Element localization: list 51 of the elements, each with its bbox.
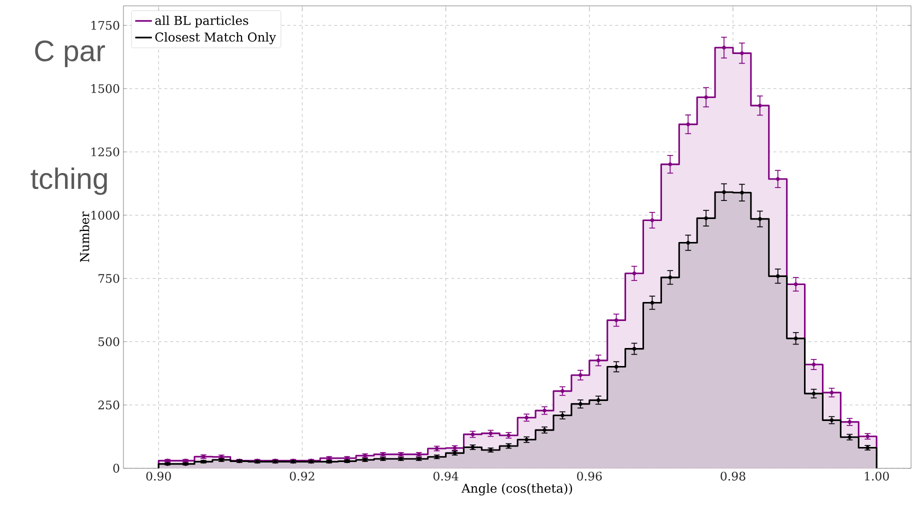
point (776, 177, 780, 181)
point (830, 390, 834, 395)
point (812, 362, 816, 366)
point (650, 218, 654, 222)
point (722, 46, 726, 50)
point (686, 240, 690, 245)
point (758, 216, 762, 221)
point (632, 271, 636, 276)
x-tick-label: 0.90 (146, 472, 171, 481)
y-tick-label: 750 (98, 274, 120, 283)
point (578, 373, 582, 378)
y-tick-label: 1500 (92, 84, 120, 94)
y-tick-label: 1250 (92, 147, 120, 156)
y-tick-label: 0 (113, 464, 120, 473)
point (614, 364, 618, 369)
point (614, 318, 618, 322)
y-tick-label: 500 (98, 337, 120, 346)
x-tick-label: 0.96 (577, 472, 602, 481)
legend-label: all BL particles (155, 16, 248, 28)
point (740, 190, 744, 195)
point (812, 392, 816, 396)
point (578, 402, 582, 406)
point (704, 95, 708, 100)
point (686, 122, 690, 126)
point (758, 104, 762, 108)
x-axis-title: Angle (cos(theta)) (461, 483, 572, 496)
point (668, 275, 672, 280)
point (704, 216, 708, 220)
text: tching (30, 168, 107, 195)
point (596, 358, 600, 362)
y-tick-label: 250 (98, 400, 120, 410)
point (542, 408, 546, 412)
x-tick-label: 0.94 (434, 472, 458, 481)
point (794, 282, 798, 286)
point (596, 398, 600, 402)
x-tick-label: 0.92 (290, 472, 314, 481)
x-tick-label: 0.98 (720, 472, 746, 481)
text: C par (35, 40, 105, 68)
point (776, 274, 780, 278)
point (722, 190, 726, 194)
x-tick-label: 1.00 (864, 472, 889, 481)
y-tick-label: 1750 (92, 20, 120, 30)
point (668, 162, 672, 166)
legend-label: Closest Match Only (155, 32, 276, 44)
point (650, 300, 654, 305)
point (560, 389, 564, 393)
point (794, 336, 798, 340)
y-axis-title: Number (80, 211, 90, 262)
y-tick-label: 1000 (92, 210, 120, 220)
point (632, 346, 636, 351)
point (740, 51, 744, 56)
